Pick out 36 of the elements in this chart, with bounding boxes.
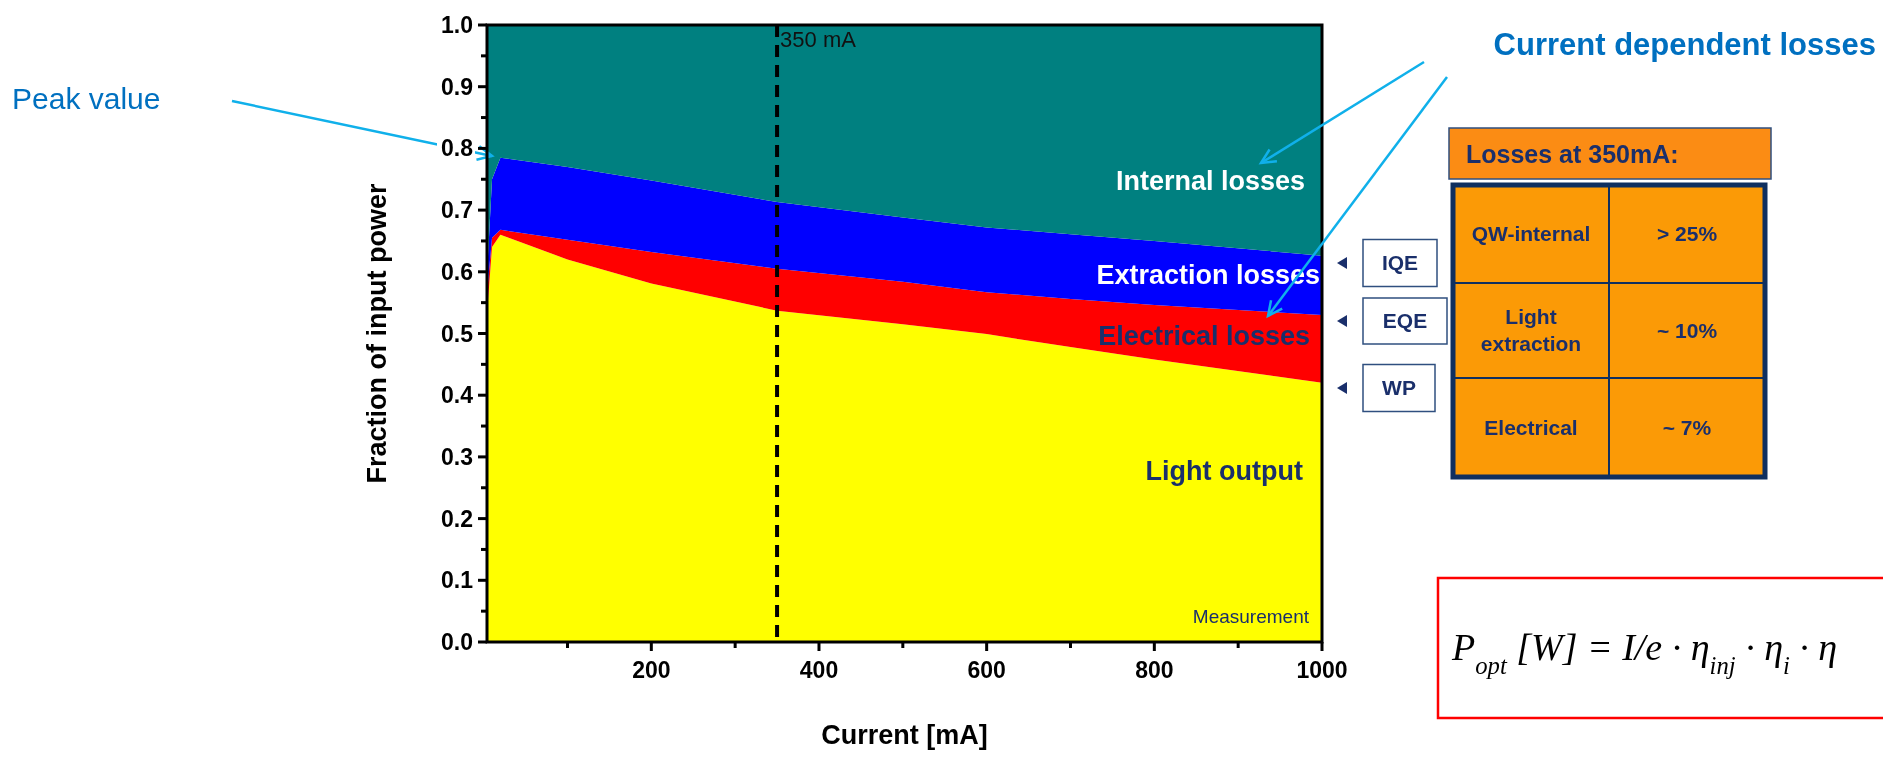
x-tick-label: 800 bbox=[1135, 657, 1174, 683]
text: P$_{opt}$ [W] = I/e · η$_{inj}$ · η$_{i}$ · η bbox=[1451, 626, 1838, 679]
ref-line-label: 350 mA bbox=[780, 27, 857, 52]
y-tick-label: 0.8 bbox=[441, 135, 474, 162]
text: Current dependent losses bbox=[1493, 27, 1876, 62]
y-tick-label: 0.7 bbox=[441, 197, 473, 224]
x-tick-label: 200 bbox=[632, 657, 671, 683]
text: ~ 10% bbox=[1656, 318, 1718, 342]
y-tick-label: 1.0 bbox=[441, 12, 473, 39]
text: ~ 7% bbox=[1662, 415, 1712, 439]
text: EQE bbox=[1382, 309, 1428, 333]
text: Electrical bbox=[1484, 415, 1578, 439]
y-tick-label: 0.4 bbox=[441, 382, 474, 409]
y-tick-label: 0.5 bbox=[441, 320, 474, 347]
y-axis-title: Fraction of input power bbox=[362, 183, 392, 484]
series-label: Light output bbox=[1145, 456, 1303, 486]
x-tick-label: 1000 bbox=[1296, 657, 1348, 683]
series-label: Internal losses bbox=[1115, 166, 1305, 196]
x-tick-label: 400 bbox=[799, 657, 839, 683]
annotation: Measurement bbox=[1192, 606, 1310, 627]
y-tick-label: 0.9 bbox=[441, 73, 473, 100]
y-tick-label: 0.1 bbox=[441, 567, 474, 594]
text: IQE bbox=[1381, 251, 1419, 275]
y-tick-label: 0.0 bbox=[441, 629, 473, 656]
y-tick-label: 0.3 bbox=[441, 443, 473, 470]
series-label: Electrical losses bbox=[1098, 321, 1310, 351]
x-axis-title: Current [mA] bbox=[821, 720, 988, 750]
text: Light extraction bbox=[1480, 304, 1582, 356]
y-tick-label: 0.6 bbox=[441, 258, 473, 285]
y-tick-label: 0.2 bbox=[441, 505, 473, 532]
text: Losses at 350mA: bbox=[1466, 139, 1679, 168]
text: Peak value bbox=[12, 81, 161, 115]
text: > 25% bbox=[1656, 222, 1718, 246]
x-tick-label: 600 bbox=[967, 657, 1006, 683]
text: QW-internal bbox=[1471, 222, 1591, 246]
text: WP bbox=[1382, 376, 1416, 400]
